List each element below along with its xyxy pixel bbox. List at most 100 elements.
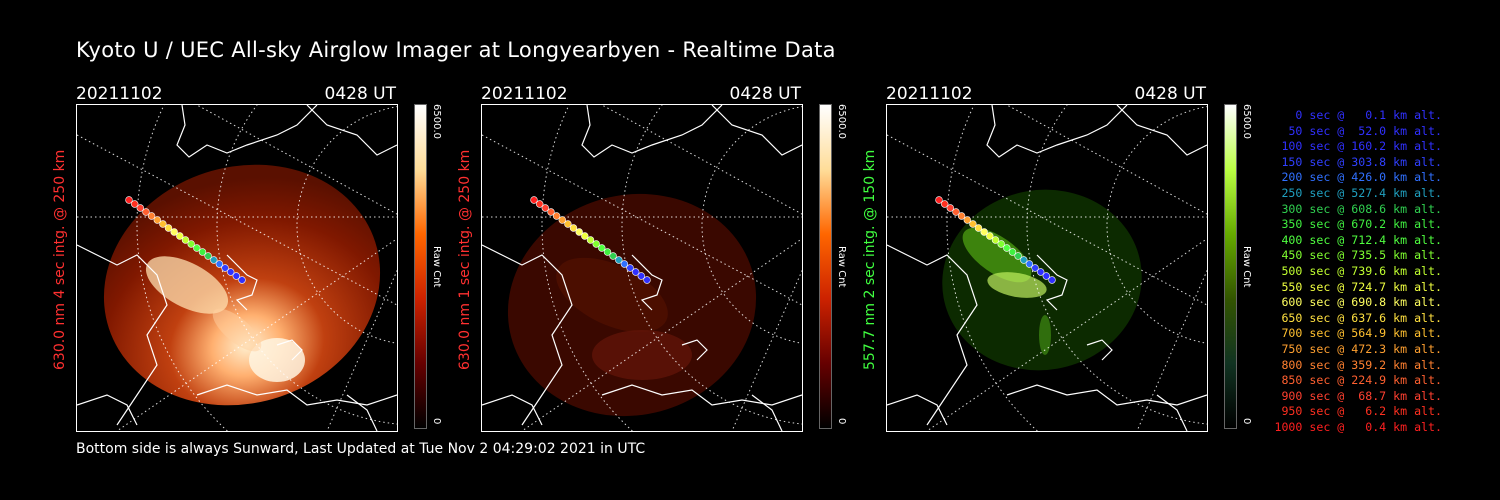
trajectory-point xyxy=(581,232,589,240)
trajectory-point xyxy=(940,200,949,208)
trajectory-point xyxy=(1037,268,1045,276)
footer-note: Bottom side is always Sunward, Last Upda… xyxy=(76,441,646,457)
trajectory-point xyxy=(997,240,1005,248)
trajectory-point xyxy=(552,212,561,220)
trajectory-point xyxy=(535,200,544,208)
trajectory-point xyxy=(615,256,623,264)
trajectory-point xyxy=(575,228,583,236)
legend-row: 650 sec @ 637.6 km alt. xyxy=(1281,310,1442,325)
colorbar-max: 6500.0 xyxy=(1241,104,1252,139)
airglow-image xyxy=(103,164,381,406)
page-title: Kyoto U / UEC All-sky Airglow Imager at … xyxy=(76,38,836,62)
trajectory-point xyxy=(558,216,567,224)
trajectory-legend: 0 sec @ 0.1 km alt. 50 sec @ 52.0 km alt.… xyxy=(1262,108,1442,435)
legend-row: 750 sec @ 472.3 km alt. xyxy=(1281,341,1442,356)
panel-time: 0428 UT xyxy=(1134,84,1207,104)
trajectory-point xyxy=(637,272,646,280)
legend-row: 250 sec @ 527.4 km alt. xyxy=(1281,185,1442,200)
trajectory-point xyxy=(974,224,983,232)
legend-row: 1000 sec @ 0.4 km alt. xyxy=(1274,419,1442,434)
colorbar-3 xyxy=(1224,104,1237,429)
panel-ylabel: 630.0 nm 4 sec intg. @ 250 km xyxy=(52,149,68,370)
trajectory-point xyxy=(210,256,218,264)
trajectory-point xyxy=(620,260,629,268)
trajectory-point xyxy=(963,216,972,224)
legend-row: 450 sec @ 735.5 km alt. xyxy=(1281,248,1442,263)
legend-row: 300 sec @ 608.6 km alt. xyxy=(1281,201,1442,216)
airglow-image xyxy=(942,189,1142,371)
colorbar-max: 6500.0 xyxy=(431,104,442,139)
legend-row: 50 sec @ 52.0 km alt. xyxy=(1288,123,1442,138)
trajectory-point xyxy=(530,196,538,204)
colorbar-1 xyxy=(414,104,427,429)
allsky-image-2 xyxy=(481,104,803,432)
panel-date: 20211102 xyxy=(886,84,973,104)
colorbar-max: 6500.0 xyxy=(836,104,847,139)
legend-row: 100 sec @ 160.2 km alt. xyxy=(1281,139,1442,154)
trajectory-point xyxy=(170,228,178,236)
legend-row: 0 sec @ 0.1 km alt. xyxy=(1295,108,1442,122)
trajectory-point xyxy=(626,264,634,272)
colorbar-min: 0 xyxy=(836,418,847,425)
trajectory-point xyxy=(238,276,246,284)
trajectory-point xyxy=(1025,260,1034,268)
trajectory-point xyxy=(643,276,651,284)
allsky-image-3 xyxy=(886,104,1208,432)
panel-ylabel: 630.0 nm 1 sec intg. @ 250 km xyxy=(457,149,473,370)
panel-date: 20211102 xyxy=(481,84,568,104)
panel-ylabel: 557.7 nm 2 sec intg. @ 150 km xyxy=(862,149,878,370)
trajectory-point xyxy=(204,252,212,260)
legend-row: 500 sec @ 739.6 km alt. xyxy=(1281,263,1442,278)
trajectory-point xyxy=(193,244,201,252)
panel-date: 20211102 xyxy=(76,84,163,104)
legend-row: 400 sec @ 712.4 km alt. xyxy=(1281,232,1442,247)
trajectory-point xyxy=(164,224,173,232)
colorbar-min: 0 xyxy=(431,418,442,425)
trajectory-point xyxy=(586,236,595,244)
legend-row: 950 sec @ 6.2 km alt. xyxy=(1281,404,1442,419)
trajectory-point xyxy=(1031,264,1039,272)
trajectory-point xyxy=(198,248,207,256)
trajectory-point xyxy=(142,208,150,216)
trajectory-point xyxy=(1042,272,1051,280)
trajectory-point xyxy=(153,216,162,224)
trajectory-point xyxy=(130,200,139,208)
trajectory-point xyxy=(935,196,943,204)
trajectory-point xyxy=(232,272,241,280)
trajectory-point xyxy=(147,212,156,220)
trajectory-point xyxy=(187,240,195,248)
trajectory-point xyxy=(564,220,572,228)
trajectory-point xyxy=(946,204,954,212)
trajectory-point xyxy=(159,220,167,228)
trajectory-point xyxy=(176,232,184,240)
trajectory-point xyxy=(181,236,190,244)
legend-row: 150 sec @ 303.8 km alt. xyxy=(1281,154,1442,169)
trajectory-point xyxy=(215,260,224,268)
colorbar-2 xyxy=(819,104,832,429)
trajectory-point xyxy=(1008,248,1017,256)
trajectory-point xyxy=(136,204,144,212)
trajectory-point xyxy=(221,264,229,272)
trajectory-point xyxy=(609,252,617,260)
colorbar-label: Raw Cnt xyxy=(1241,246,1252,288)
legend-row: 600 sec @ 690.8 km alt. xyxy=(1281,295,1442,310)
trajectory-point xyxy=(632,268,640,276)
trajectory-point xyxy=(991,236,1000,244)
trajectory-point xyxy=(1048,276,1056,284)
trajectory-point xyxy=(598,244,606,252)
trajectory-point xyxy=(980,228,988,236)
trajectory-point xyxy=(592,240,600,248)
trajectory-point xyxy=(952,208,960,216)
trajectory-point xyxy=(125,196,133,204)
trajectory-point xyxy=(547,208,555,216)
legend-row: 800 sec @ 359.2 km alt. xyxy=(1281,357,1442,372)
colorbar-label: Raw Cnt xyxy=(836,246,847,288)
legend-row: 900 sec @ 68.7 km alt. xyxy=(1281,388,1442,403)
trajectory-point xyxy=(227,268,235,276)
panel-time: 0428 UT xyxy=(729,84,802,104)
allsky-image-1 xyxy=(76,104,398,432)
legend-row: 550 sec @ 724.7 km alt. xyxy=(1281,279,1442,294)
trajectory-point xyxy=(603,248,612,256)
colorbar-label: Raw Cnt xyxy=(431,246,442,288)
trajectory-point xyxy=(969,220,977,228)
